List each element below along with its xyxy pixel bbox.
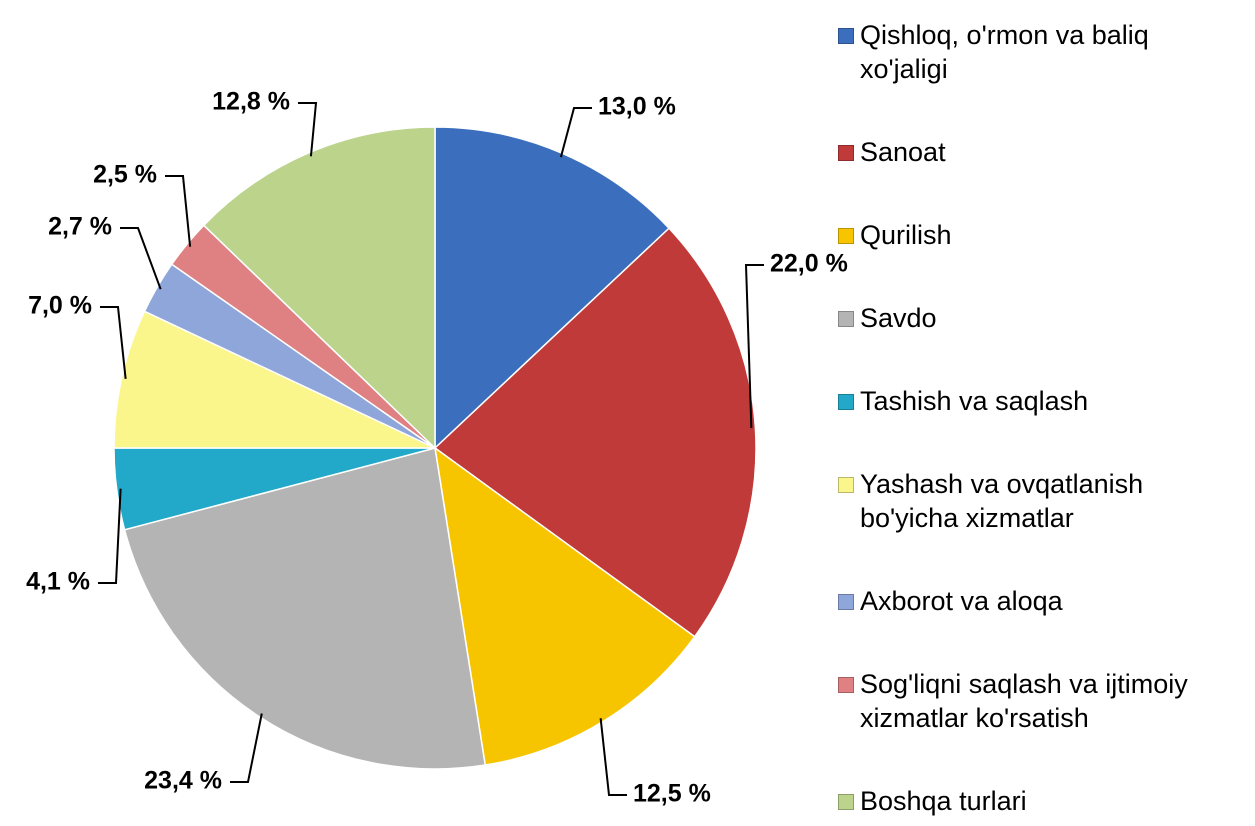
data-label: 12,8 % bbox=[212, 88, 290, 116]
legend-item: Boshqa turlari bbox=[838, 784, 1238, 818]
data-label: 13,0 % bbox=[598, 93, 676, 121]
leader-line bbox=[599, 718, 627, 796]
legend-swatch bbox=[838, 477, 854, 493]
legend-label: Qishloq, o'rmon va baliq xo'jaligi bbox=[860, 20, 1149, 84]
legend-swatch bbox=[838, 228, 854, 244]
legend-label: Boshqa turlari bbox=[860, 786, 1027, 816]
legend-item: Savdo bbox=[838, 301, 1238, 335]
leader-line bbox=[98, 488, 122, 584]
legend-item: Sog'liqni saqlash va ijtimoiy xizmatlar … bbox=[838, 667, 1238, 735]
legend-label: Yashash va ovqatlanish bo'yicha xizmatla… bbox=[860, 469, 1144, 533]
legend-label: Sanoat bbox=[860, 137, 946, 167]
pie-slice bbox=[202, 126, 436, 450]
legend-swatch bbox=[838, 145, 854, 161]
legend-label: Savdo bbox=[860, 303, 937, 333]
legend-label: Qurilish bbox=[860, 220, 952, 250]
legend-swatch bbox=[838, 794, 854, 810]
legend-item: Sanoat bbox=[838, 135, 1238, 169]
legend-label: Tashish va saqlash bbox=[860, 386, 1089, 416]
legend-item: Qishloq, o'rmon va baliq xo'jaligi bbox=[838, 18, 1238, 86]
legend-swatch bbox=[838, 28, 854, 44]
leader-line bbox=[744, 264, 764, 429]
legend-item: Axborot va aloqa bbox=[838, 584, 1238, 618]
pie-slice bbox=[433, 227, 757, 638]
legend-swatch bbox=[838, 311, 854, 327]
legend-swatch bbox=[838, 394, 854, 410]
data-label: 2,7 % bbox=[48, 213, 112, 241]
legend-label: Axborot va aloqa bbox=[860, 586, 1063, 616]
data-label: 12,5 % bbox=[633, 780, 711, 808]
pie-slice bbox=[123, 447, 487, 770]
legend-swatch bbox=[838, 677, 854, 693]
pie-slice bbox=[433, 446, 696, 766]
legend: Qishloq, o'rmon va baliq xo'jaligi Sanoat… bbox=[838, 18, 1238, 818]
legend-item: Yashash va ovqatlanish bo'yicha xizmatla… bbox=[838, 467, 1238, 535]
legend-label: Sog'liqni saqlash va ijtimoiy xizmatlar … bbox=[860, 669, 1188, 733]
pie-slice bbox=[113, 310, 436, 449]
leader-line bbox=[559, 107, 592, 158]
leader-line bbox=[298, 102, 318, 157]
leader-line bbox=[165, 175, 192, 247]
legend-item: Tashish va saqlash bbox=[838, 384, 1238, 418]
data-label: 7,0 % bbox=[28, 292, 92, 320]
legend-item: Qurilish bbox=[838, 218, 1238, 252]
data-label: 2,5 % bbox=[93, 161, 157, 189]
leader-line bbox=[100, 306, 127, 379]
leader-line bbox=[230, 713, 263, 783]
data-label: 4,1 % bbox=[26, 568, 90, 596]
leader-line bbox=[120, 227, 162, 290]
legend-swatch bbox=[838, 594, 854, 610]
data-label: 23,4 % bbox=[144, 767, 222, 795]
data-label: 22,0 % bbox=[770, 250, 848, 278]
